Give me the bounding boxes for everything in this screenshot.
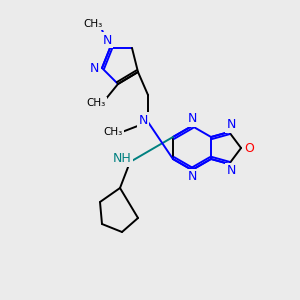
Text: N: N bbox=[102, 34, 112, 46]
Text: N: N bbox=[226, 164, 236, 178]
Text: NH: NH bbox=[112, 152, 131, 166]
Text: CH₃: CH₃ bbox=[86, 98, 106, 108]
Text: N: N bbox=[187, 170, 197, 184]
Text: CH₃: CH₃ bbox=[103, 127, 123, 137]
Text: CH₃: CH₃ bbox=[83, 19, 103, 29]
Text: N: N bbox=[138, 113, 148, 127]
Text: N: N bbox=[226, 118, 236, 131]
Text: N: N bbox=[89, 61, 99, 74]
Text: N: N bbox=[187, 112, 197, 125]
Text: O: O bbox=[244, 142, 254, 154]
